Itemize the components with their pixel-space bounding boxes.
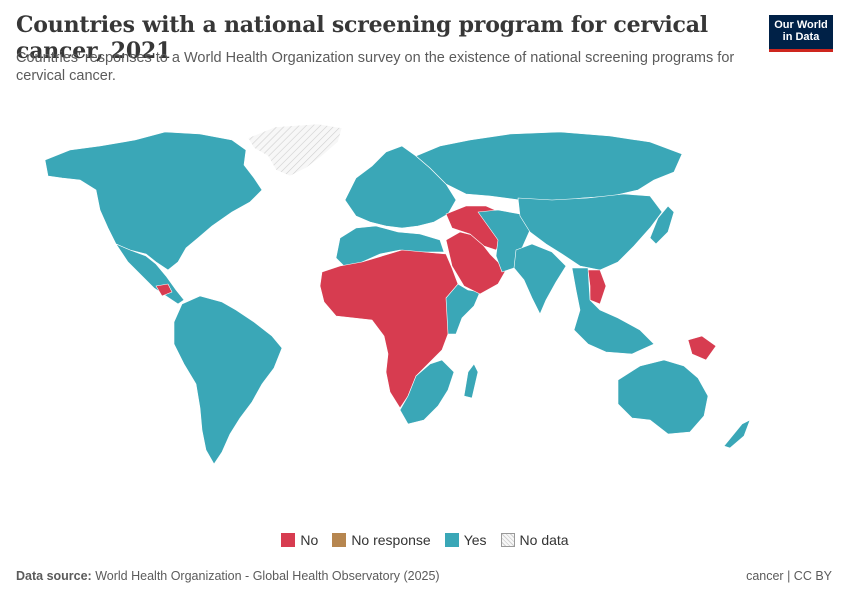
region-honduras[interactable] [155,283,173,297]
legend-swatch-yes [444,533,459,547]
region-madagascar[interactable] [463,363,479,399]
chart-title: Countries with a national screening prog… [16,12,708,64]
region-arabian-peninsula[interactable] [445,231,507,295]
data-source: Data source: World Health Organization -… [16,569,440,583]
region-north-america[interactable] [44,131,263,271]
region-greenland[interactable] [247,123,343,177]
legend-item-no-response[interactable]: No response [332,532,431,548]
owid-logo[interactable]: Our World in Data [769,15,833,52]
region-china[interactable] [517,193,663,271]
region-laos-cambodia[interactable] [587,269,607,305]
data-source-text[interactable]: World Health Organization - Global Healt… [95,569,440,583]
map-legend: No No response Yes No data [0,532,850,548]
region-india[interactable] [513,243,567,315]
legend-item-no[interactable]: No [281,532,318,548]
legend-swatch-no-response [332,533,347,547]
legend-item-no-data[interactable]: No data [500,532,569,548]
license-text[interactable]: cancer | CC BY [746,569,832,583]
region-southeast-asia[interactable] [571,267,655,355]
legend-swatch-no-data [500,533,515,547]
legend-label-yes: Yes [463,532,487,548]
region-southern-africa[interactable] [399,359,455,425]
region-sub-saharan-africa[interactable] [319,249,463,409]
logo-line-1: Our World [774,19,828,31]
logo-line-2: in Data [782,31,820,43]
legend-label-no-data: No data [519,532,569,548]
region-south-america[interactable] [173,295,283,465]
world-map[interactable] [0,110,850,520]
region-russia[interactable] [415,131,683,203]
legend-swatch-no [281,533,296,547]
region-japan[interactable] [649,205,675,245]
region-papua-new-guinea[interactable] [687,335,717,361]
legend-item-yes[interactable]: Yes [444,532,487,548]
region-new-zealand[interactable] [723,419,751,449]
data-source-label: Data source: [16,569,92,583]
region-australia[interactable] [617,359,709,435]
chart-subtitle: Countries' responses to a World Health O… [16,50,735,84]
world-map-svg [44,123,751,465]
legend-label-no-response: No response [351,532,431,548]
legend-label-no: No [300,532,319,548]
region-east-africa[interactable] [445,283,481,335]
